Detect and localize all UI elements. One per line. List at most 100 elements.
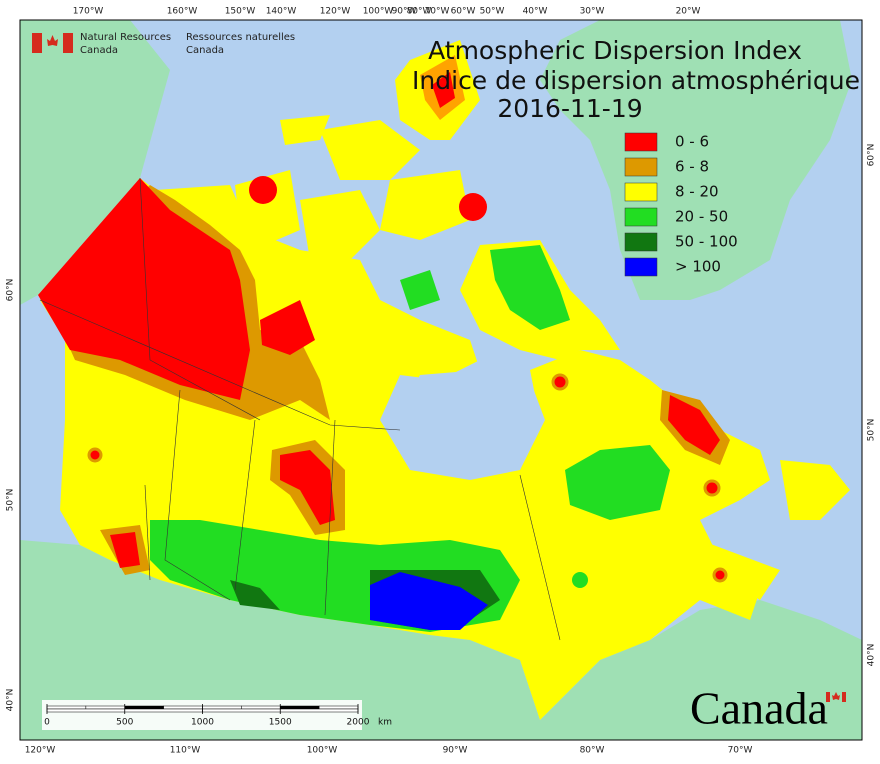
- flag-bar: [826, 692, 830, 702]
- island-green: [400, 270, 440, 310]
- legend-label: 50 - 100: [675, 233, 738, 251]
- agency-en: Canada: [80, 45, 118, 56]
- wordmark: Canada: [690, 683, 828, 734]
- graticule-label: 70°W: [425, 7, 450, 17]
- legend-label: 8 - 20: [675, 183, 719, 201]
- legend-label: 20 - 50: [675, 208, 728, 226]
- hot-spot: [551, 373, 569, 391]
- legend-swatch: [624, 132, 658, 152]
- scale-bar-background: [42, 700, 362, 730]
- graticule-label: 20°W: [676, 7, 701, 17]
- graticule-label: 40°N: [867, 644, 877, 667]
- graticule-label: 30°W: [580, 7, 605, 17]
- scale-bar: 0 500 1000 1500 2000 km: [42, 700, 392, 730]
- graticule-label: 50°N: [867, 419, 877, 442]
- graticule-label: 70°W: [728, 746, 753, 756]
- flag-bar: [32, 33, 42, 53]
- scale-segment: [85, 705, 125, 710]
- hot-spot: [459, 193, 487, 221]
- united-states: [20, 540, 862, 740]
- flag-bar: [63, 33, 73, 53]
- graticule-label: 140°W: [266, 7, 297, 17]
- scale-segment: [46, 705, 87, 710]
- scale-segment: [202, 705, 242, 710]
- map-frame: [20, 20, 862, 740]
- scale-tick-label: 1500: [269, 718, 292, 728]
- graticule-label: 90°W: [443, 746, 468, 756]
- province-border: [164, 389, 231, 601]
- maritimes: [700, 540, 780, 600]
- province-border: [519, 474, 561, 641]
- agency-fr: Ressources naturelles: [186, 32, 295, 43]
- greenland: [540, 20, 852, 300]
- agency-en: Natural Resources: [80, 32, 171, 43]
- title: Atmospheric Dispersion Index: [428, 36, 802, 65]
- scale-tick-label: 1000: [191, 718, 214, 728]
- scale-tick-label: 500: [116, 718, 133, 728]
- graticule-label: 80°W: [407, 7, 432, 17]
- arctic-island: [320, 120, 420, 180]
- quebec-green: [565, 445, 670, 520]
- graticule-label: 60°N: [867, 144, 877, 167]
- graticule-label: 120°W: [25, 746, 56, 756]
- maple-leaf: [47, 35, 58, 46]
- hot-spot: [87, 447, 103, 463]
- province-border: [144, 484, 151, 581]
- frame-border: [19, 19, 863, 741]
- alberta-red: [280, 450, 335, 525]
- legend-label: 0 - 6: [675, 133, 709, 151]
- legend-swatch: [624, 232, 658, 252]
- graticule-label: 80°W: [580, 746, 605, 756]
- graticule-label: 40°N: [6, 689, 16, 712]
- graticule-labels: 170°W 160°W 150°W 140°W 120°W 100°W90°W80°W70…: [6, 7, 877, 756]
- province-border: [324, 419, 336, 616]
- scale-segment: [163, 705, 203, 710]
- legend: 0 - 6 6 - 8 8 - 20 20 - 50 50 - 100 > 100: [624, 132, 738, 277]
- agency-fr: Canada: [186, 45, 224, 56]
- graticule-label: 150°W: [225, 7, 256, 17]
- arctic-island: [300, 190, 380, 260]
- scale-unit: km: [378, 718, 392, 728]
- province-border: [234, 419, 256, 591]
- graticule-label: 100°W: [307, 746, 338, 756]
- sask-darkgreen: [230, 580, 280, 610]
- hot-spot: [703, 479, 721, 497]
- south-blue: [370, 572, 488, 630]
- scale-segment: [241, 705, 281, 710]
- graticule-label: 170°W: [73, 7, 104, 17]
- graticule-label: 90°W: [392, 7, 417, 17]
- date: 2016-11-19: [497, 94, 642, 123]
- hot-spot: [712, 567, 728, 583]
- scale-segment: [124, 705, 164, 710]
- graticule-label: 40°W: [523, 7, 548, 17]
- newfoundland: [780, 460, 850, 520]
- legend-swatch: [624, 257, 658, 277]
- scale-segment: [280, 708, 359, 713]
- arctic-island: [280, 115, 330, 145]
- scale-segment: [280, 705, 320, 710]
- baffin-green: [490, 245, 570, 330]
- legend-label: 6 - 8: [675, 158, 709, 176]
- scale-segment: [202, 708, 281, 713]
- province-border: [39, 299, 401, 431]
- graticule-label: 60°N: [6, 279, 16, 302]
- scale-tick-label: 2000: [347, 718, 370, 728]
- flag-bar: [842, 692, 846, 702]
- arctic-island: [380, 170, 470, 240]
- labrador-red: [668, 395, 720, 455]
- graticule-label: 50°N: [6, 489, 16, 512]
- red-patch: [260, 300, 315, 355]
- legend-swatch: [624, 157, 658, 177]
- graticule-label: 160°W: [167, 7, 198, 17]
- hudson-bay: [380, 360, 545, 480]
- scale-segment: [124, 708, 203, 713]
- alaska: [20, 20, 170, 305]
- green-spot: [572, 572, 588, 588]
- graticule-label: 50°W: [480, 7, 505, 17]
- ellesmere-red: [432, 72, 455, 108]
- scale-tick-label: 0: [44, 718, 50, 728]
- scale-segment: [318, 705, 359, 710]
- subtitle: Indice de dispersion atmosphérique: [412, 66, 860, 95]
- canada-wordmark: Canada: [690, 683, 846, 734]
